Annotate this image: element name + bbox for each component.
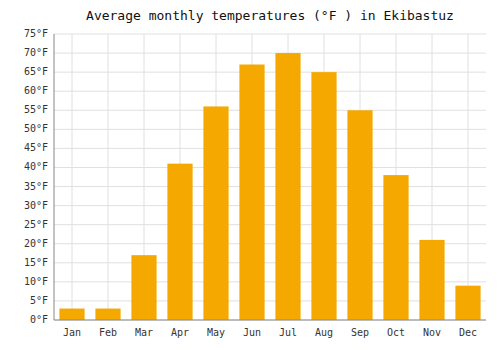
y-tick-label: 70°F: [24, 47, 48, 58]
grid-line: [54, 110, 486, 111]
bar: [131, 255, 156, 320]
x-tick-label: Jul: [279, 327, 297, 338]
grid: [54, 34, 486, 320]
x-tick-label: Feb: [99, 327, 117, 338]
grid-line: [54, 53, 486, 54]
axes: 0°F 5°F 10°F 15°F 20°F 25°F 30°F 35°F 40°F 45°F 50…: [24, 28, 486, 338]
y-tick-label: 75°F: [24, 28, 48, 39]
x-tick-label: Mar: [135, 327, 153, 338]
bar: [455, 286, 480, 320]
bars: [59, 53, 480, 320]
bar: [311, 72, 336, 320]
y-tick-label: 25°F: [24, 219, 48, 230]
bar: [203, 106, 228, 320]
y-tick-label: 40°F: [24, 161, 48, 172]
y-tick-label: 55°F: [24, 104, 48, 115]
x-tick-label: Dec: [459, 327, 477, 338]
grid-line: [54, 129, 486, 130]
grid-line: [72, 34, 73, 320]
x-tick-label: Jun: [243, 327, 261, 338]
x-tick-label: Oct: [387, 327, 405, 338]
x-tick-label: Jan: [63, 327, 81, 338]
title: Average monthly temperatures (°F ) in Ek…: [86, 8, 454, 23]
grid-line: [54, 72, 486, 73]
x-axis-line: [54, 320, 486, 321]
grid-line: [108, 34, 109, 320]
y-tick-label: 45°F: [24, 142, 48, 153]
x-tick-label: May: [207, 327, 225, 338]
y-tick-label: 60°F: [24, 85, 48, 96]
y-tick-label: 15°F: [24, 257, 48, 268]
grid-line: [54, 186, 486, 187]
grid-line: [54, 34, 486, 35]
y-tick-label: 0°F: [30, 314, 48, 325]
grid-line: [54, 167, 486, 168]
x-tick-label: Apr: [171, 327, 189, 338]
bar: [347, 110, 372, 320]
grid-line: [54, 320, 486, 321]
x-tick-label: Nov: [423, 327, 441, 338]
y-tick-label: 50°F: [24, 123, 48, 134]
grid-line: [54, 205, 486, 206]
bar: [383, 175, 408, 320]
bar: [419, 240, 444, 320]
x-tick-label: Sep: [351, 327, 369, 338]
y-tick-label: 5°F: [30, 295, 48, 306]
grid-line: [54, 148, 486, 149]
bar: [275, 53, 300, 320]
y-tick-label: 20°F: [24, 238, 48, 249]
y-axis-line: [54, 34, 55, 320]
bar: [95, 309, 120, 320]
grid-line: [54, 91, 486, 92]
y-tick-label: 30°F: [24, 200, 48, 211]
chart: 0°F 5°F 10°F 15°F 20°F 25°F 30°F 35°F 40°F 45°F 50…: [0, 0, 500, 350]
bar: [167, 164, 192, 320]
grid-line: [468, 34, 469, 320]
y-tick-label: 65°F: [24, 66, 48, 77]
bar: [239, 65, 264, 320]
grid-line: [54, 224, 486, 225]
bar: [59, 309, 84, 320]
x-tick-label: Aug: [315, 327, 333, 338]
y-tick-label: 35°F: [24, 181, 48, 192]
y-tick-label: 10°F: [24, 276, 48, 287]
